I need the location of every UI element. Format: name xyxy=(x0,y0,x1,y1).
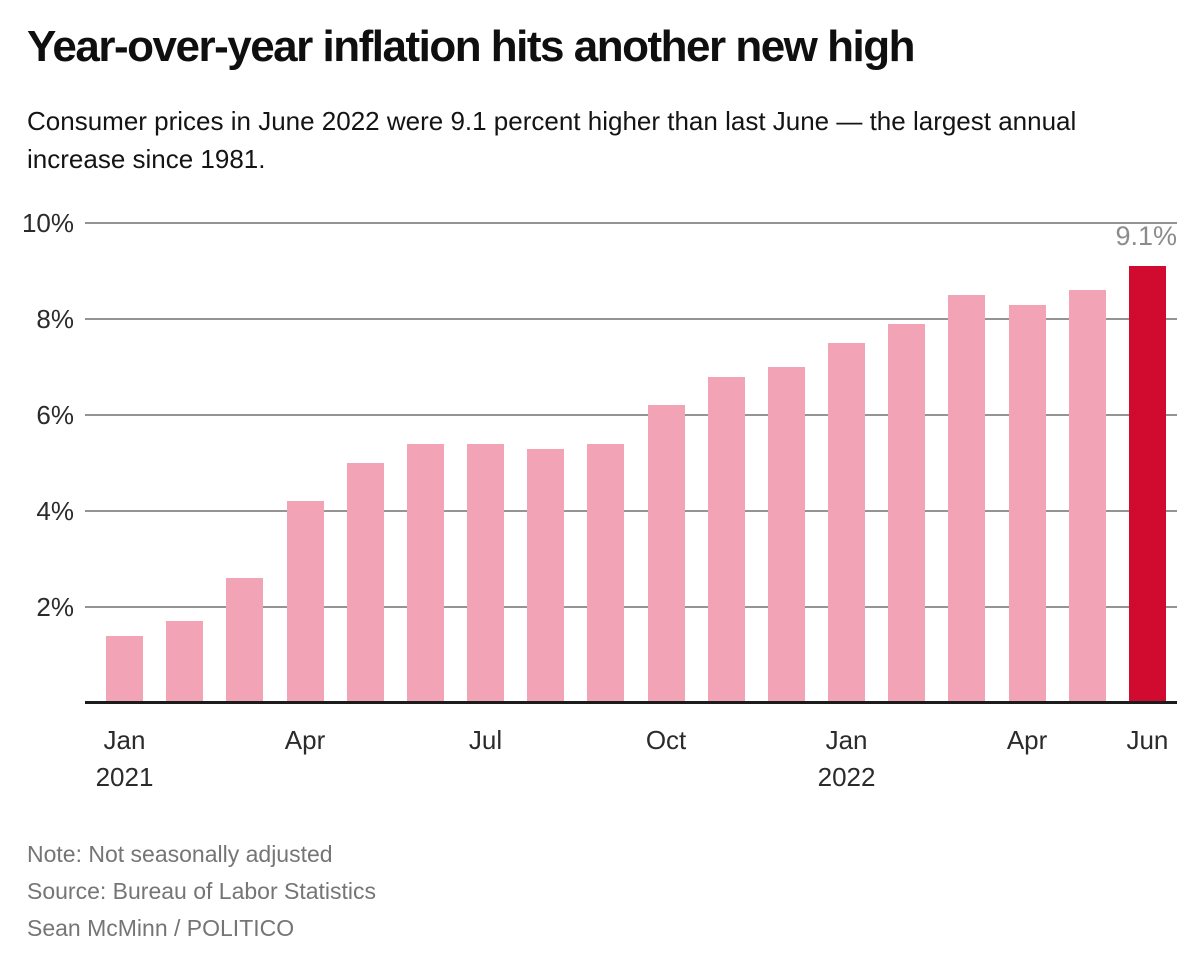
bar-slot: Apr xyxy=(1007,223,1047,755)
bar-nov-2021 xyxy=(707,376,745,703)
bar-jan-2022 xyxy=(828,343,866,703)
bar-slot: Jul xyxy=(467,223,505,755)
y-tick-label: 8% xyxy=(36,304,74,334)
x-tick-label: Jan xyxy=(103,725,146,755)
x-tick-label: Apr xyxy=(1006,725,1048,755)
bar-apr-2021 xyxy=(286,501,324,703)
gridline-2% xyxy=(85,606,1177,608)
bar-slot xyxy=(948,223,986,703)
bars-container: Jan 2021 Apr Jul Oct Jan 2022 Apr Jun xyxy=(96,223,1168,792)
y-tick-label: 2% xyxy=(36,592,74,622)
bar-feb-2022 xyxy=(888,323,926,703)
y-tick-label: 4% xyxy=(36,496,74,526)
x-year-label: 2022 xyxy=(817,762,876,792)
bar-slot xyxy=(767,223,805,703)
x-axis-line xyxy=(85,701,1177,704)
bar-dec-2021 xyxy=(767,367,805,703)
x-tick-label: Apr xyxy=(284,725,326,755)
y-tick-label: 10% xyxy=(21,208,74,238)
bar-slot xyxy=(406,223,444,703)
bar-slot xyxy=(527,223,565,703)
bar-slot xyxy=(346,223,384,703)
bar-slot: Apr xyxy=(285,223,325,755)
bar-jun-2021 xyxy=(406,443,444,703)
bar-jan-2021 xyxy=(106,635,143,703)
bar-slot xyxy=(166,223,204,703)
chart-title: Year-over-year inflation hits another ne… xyxy=(27,22,915,71)
chart-source: Source: Bureau of Labor Statistics xyxy=(27,878,377,904)
gridline-8% xyxy=(85,318,1177,320)
x-tick-label: Jul xyxy=(468,725,503,755)
gridline-4% xyxy=(85,510,1177,512)
gridline-10% xyxy=(85,222,1177,224)
bar-slot xyxy=(707,223,745,703)
bar-slot xyxy=(587,223,625,703)
bar-sep-2021 xyxy=(587,443,625,703)
bar-jul-2021 xyxy=(467,443,505,703)
x-tick-label: Jan xyxy=(825,725,868,755)
bar-slot xyxy=(888,223,926,703)
bar-apr-2022 xyxy=(1008,304,1046,703)
x-tick-label: Jun xyxy=(1126,725,1169,755)
y-tick-label: 6% xyxy=(36,400,74,430)
bar-slot: Jan 2022 xyxy=(818,223,875,792)
bar-mar-2021 xyxy=(226,578,264,703)
bar-oct-2021 xyxy=(647,405,685,703)
bar-slot: Oct xyxy=(646,223,686,755)
gridline-6% xyxy=(85,414,1177,416)
plot-area: Jan 2021 Apr Jul Oct Jan 2022 Apr Jun xyxy=(85,222,1177,792)
chart-footer: Note: Not seasonally adjusted Source: Bu… xyxy=(27,836,376,947)
chart-note: Note: Not seasonally adjusted xyxy=(27,841,333,867)
bar-may-2022 xyxy=(1068,290,1106,703)
bar-slot xyxy=(1068,223,1106,703)
bar-mar-2022 xyxy=(948,295,986,703)
bar-slot: Jun xyxy=(1126,223,1168,755)
bar-aug-2021 xyxy=(527,448,565,703)
bar-feb-2021 xyxy=(166,621,204,703)
chart-byline: Sean McMinn / POLITICO xyxy=(27,915,295,941)
x-year-label: 2021 xyxy=(95,762,154,792)
chart-subtitle: Consumer prices in June 2022 were 9.1 pe… xyxy=(27,106,1077,174)
bar-may-2021 xyxy=(346,463,384,703)
y-axis: 2% 4% 6% 8% 10% xyxy=(0,208,74,703)
bar-slot xyxy=(226,223,264,703)
peak-value-label: 9.1% xyxy=(1115,221,1177,251)
bar-slot: Jan 2021 xyxy=(96,223,153,792)
bar-jun-2022 xyxy=(1128,266,1166,703)
x-tick-label: Oct xyxy=(645,725,687,755)
